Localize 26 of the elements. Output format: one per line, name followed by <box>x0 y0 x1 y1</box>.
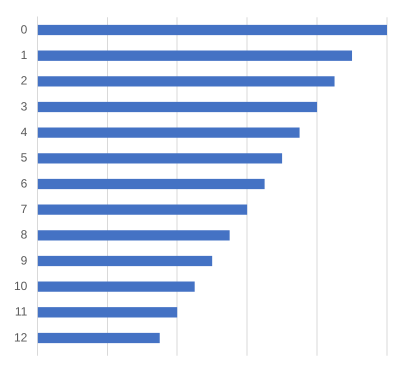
bar <box>38 102 318 112</box>
bar <box>38 24 387 36</box>
bar <box>38 204 248 215</box>
y-tick-label: 6 <box>20 176 28 190</box>
y-tick-label: 11 <box>14 304 28 319</box>
y-tick-label: 1 <box>20 48 28 62</box>
y-tick-label: 0 <box>20 22 28 36</box>
y-tick-label: 9 <box>20 253 28 268</box>
bar <box>38 307 178 318</box>
bar <box>38 332 160 344</box>
bar <box>38 50 352 61</box>
y-tick-label: 5 <box>20 150 28 165</box>
bar <box>38 230 230 240</box>
y-tick-label: 8 <box>20 228 28 242</box>
y-tick-label: 7 <box>20 202 28 216</box>
y-tick-label: 10 <box>14 278 28 293</box>
bar <box>38 178 265 190</box>
y-tick-label: 4 <box>20 124 28 139</box>
y-tick-label: 12 <box>14 330 28 344</box>
y-tick-label: 3 <box>20 99 28 114</box>
bar <box>38 76 335 86</box>
bar <box>38 256 212 266</box>
bar <box>38 153 282 164</box>
bar <box>38 282 195 292</box>
bar <box>38 128 300 138</box>
y-tick-label: 2 <box>20 74 28 88</box>
